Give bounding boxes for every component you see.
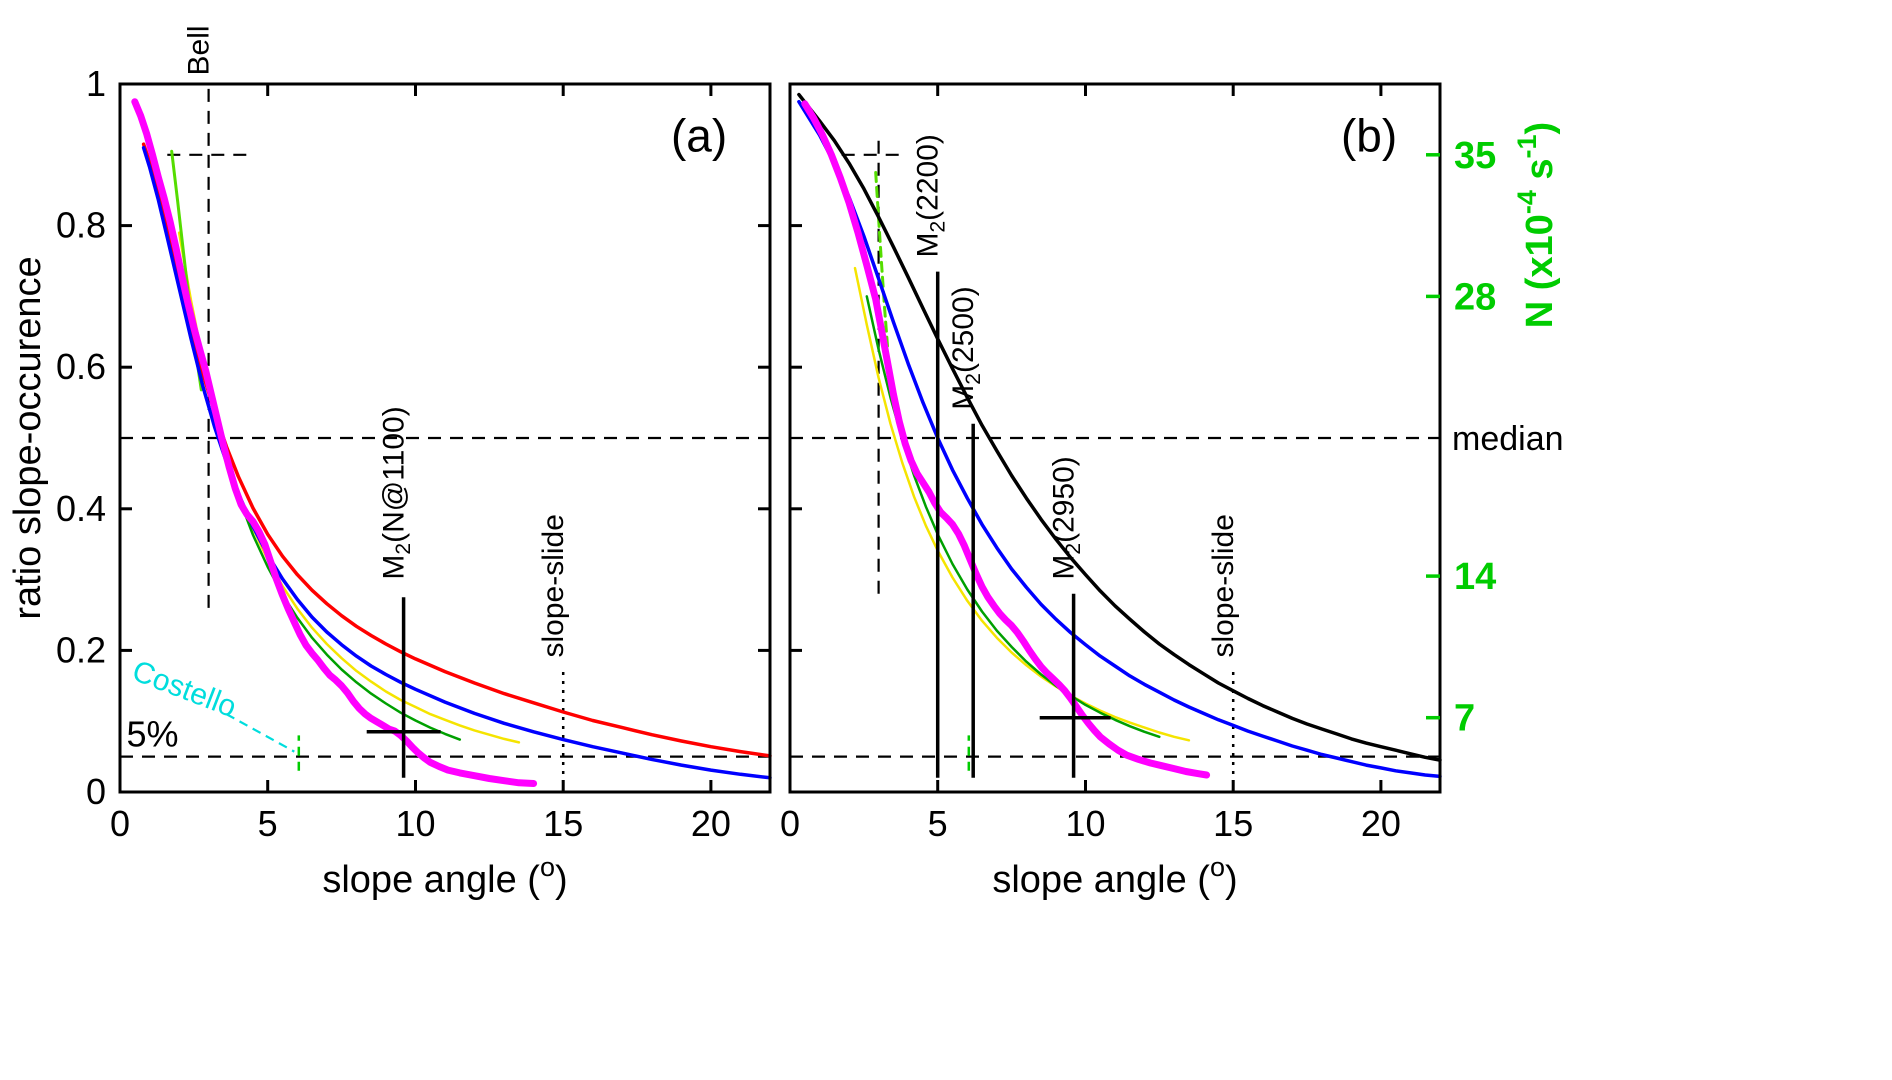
five-percent-label: 5%: [127, 714, 179, 755]
x-tick-label: 20: [691, 803, 731, 844]
panel-b-frame: [788, 82, 1442, 794]
median-label: median: [1452, 420, 1564, 458]
y-tick-label: 1: [86, 63, 106, 104]
curve-b-black: [797, 92, 1442, 762]
right-axis-tick-label: 28: [1454, 276, 1496, 318]
x-tick-label: 15: [1213, 803, 1253, 844]
panel-a-markers: [366, 597, 441, 778]
y-tick-label: 0.2: [56, 629, 106, 670]
x-tick-label: 5: [258, 803, 278, 844]
panel-a: 0 5 10 15 20 0 0.2 0.4 0.6 0.8 1 Bell M2(N@1100) slop…: [56, 25, 772, 844]
y-axis-label: ratio slope-occurence: [7, 256, 49, 619]
panel-label: (a): [671, 109, 727, 161]
right-axis-label: N (x10-4 s-1): [1512, 122, 1561, 328]
right-axis-tick-label: 7: [1454, 698, 1475, 740]
curve-a-red: [141, 142, 772, 758]
x-tick-label: 10: [1065, 803, 1105, 844]
panel-a-ticks: [118, 82, 770, 794]
m2-2950-label: M2(2950): [1048, 456, 1086, 579]
m2-2200-label: M2(2200): [912, 134, 950, 257]
y-tick-label: 0.8: [56, 205, 106, 246]
panel-a-curves: [131, 98, 772, 787]
y-tick-label: 0.4: [56, 488, 106, 529]
curve-b-magenta: [801, 100, 1211, 779]
slope-slide-label: slope-slide: [537, 514, 570, 657]
slope-slide-label: slope-slide: [1207, 514, 1240, 657]
right-axis-tick-label: 35: [1454, 135, 1496, 177]
x-tick-label: 0: [780, 803, 800, 844]
bell-label: Bell: [183, 25, 216, 75]
curve-b-yellow: [853, 266, 1191, 742]
y-tick-label: 0: [86, 771, 106, 812]
x-axis-label-a: slope angle (o): [322, 852, 567, 901]
panel-b-markers: [935, 271, 1111, 778]
panel-b-curves: [797, 92, 1442, 779]
y-tick-label: 0.6: [56, 346, 106, 387]
curve-a-magenta: [131, 98, 538, 787]
panel-a-frame: [118, 82, 772, 794]
x-tick-label: 5: [928, 803, 948, 844]
curve-a-yellow: [177, 231, 521, 744]
panel-label: (b): [1341, 109, 1397, 161]
curve-b-green: [865, 295, 1161, 739]
curve-b-blue: [797, 99, 1442, 779]
costello-pointer: [225, 713, 295, 753]
x-tick-label: 10: [395, 803, 435, 844]
curve-b-lime: [874, 171, 889, 348]
panel-b: 0 5 10 15 20 M2(2200) M2(2500) M2(2950) slope-sl…: [780, 82, 1442, 844]
panel-a-guides: [120, 84, 770, 792]
m2-label: M2(N@1100): [378, 406, 416, 579]
m2-2500-label: M2(2500): [947, 286, 985, 409]
curve-a-blue: [141, 145, 772, 780]
right-axis: 35 28 14 7: [1426, 135, 1496, 740]
panel-b-ticks: [788, 82, 1383, 794]
x-tick-label: 15: [543, 803, 583, 844]
right-axis-tick-label: 14: [1454, 556, 1496, 598]
x-axis-label-b: slope angle (o): [992, 852, 1237, 901]
x-tick-label: 0: [110, 803, 130, 844]
x-tick-label: 20: [1361, 803, 1401, 844]
